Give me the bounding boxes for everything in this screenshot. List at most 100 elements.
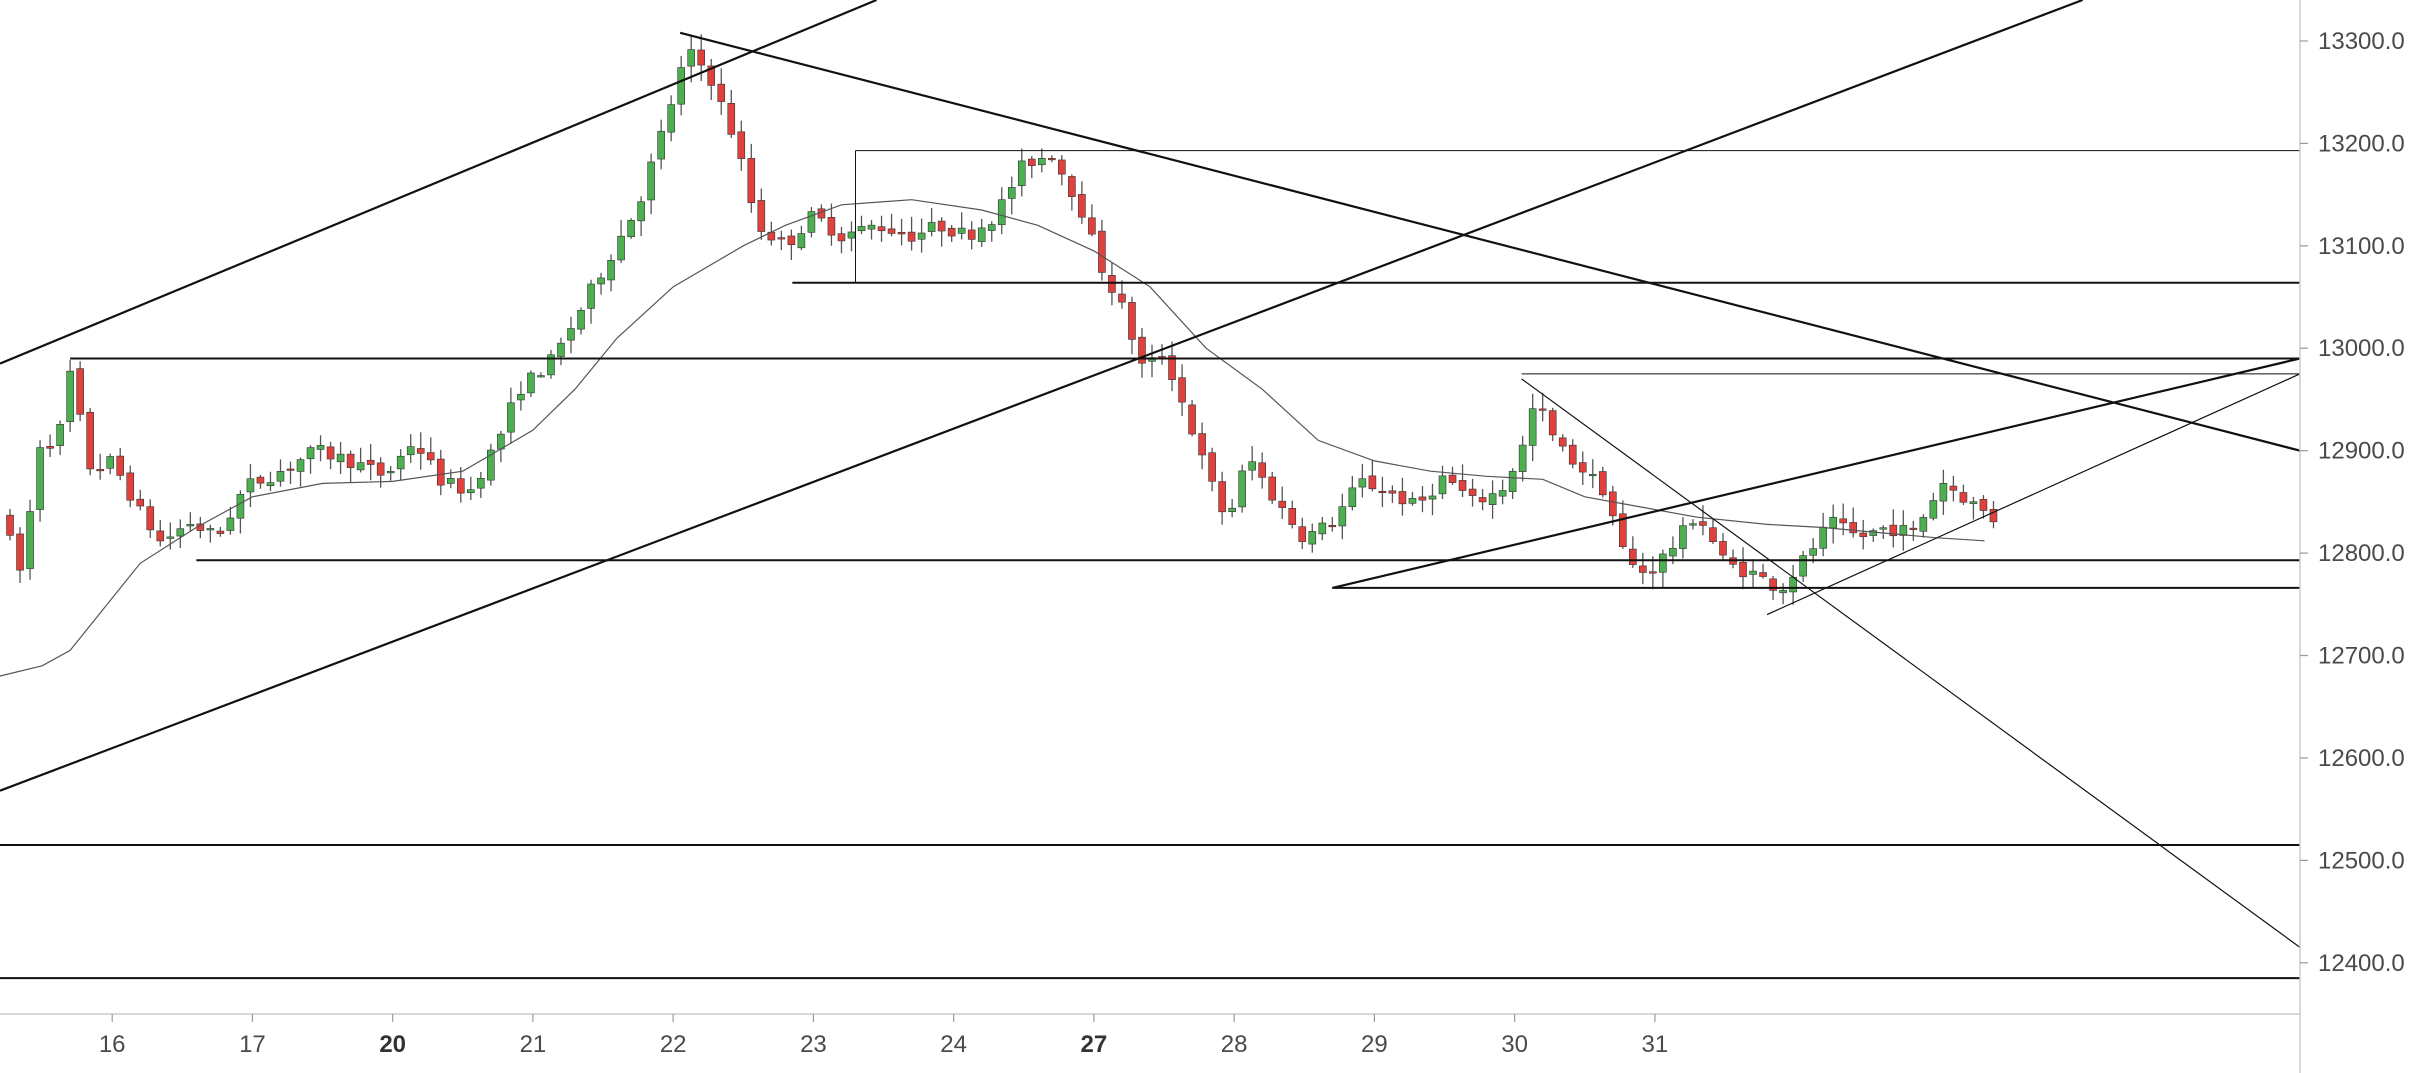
candle-body: [1358, 478, 1367, 488]
candle-body: [1268, 476, 1277, 501]
candle: [1598, 466, 1607, 498]
price-axis[interactable]: 13300.0 13200.0 13100.0 13000.0 12900.0 12800…: [2299, 0, 2405, 1073]
candle-body: [1739, 561, 1747, 578]
candles: [6, 34, 1998, 605]
candle-body: [1528, 408, 1537, 446]
candle: [687, 35, 696, 83]
candle-body: [537, 375, 545, 378]
candle-body: [1709, 527, 1717, 542]
candle-body: [156, 530, 165, 542]
candle-body: [1779, 590, 1787, 594]
candle: [1007, 176, 1016, 215]
candle-body: [1508, 470, 1517, 492]
candle-body: [416, 448, 425, 454]
trend-line[interactable]: [0, 0, 877, 365]
trend-line[interactable]: [1521, 378, 2300, 948]
price-tick-label: 12500.0: [2318, 847, 2405, 874]
trend-line[interactable]: [1766, 373, 2300, 616]
candle: [1208, 447, 1216, 492]
time-tick-label: 16: [99, 1031, 126, 1058]
candle: [577, 307, 585, 335]
candle-body: [757, 200, 766, 232]
candle-body: [1438, 475, 1447, 495]
candle-body: [787, 235, 796, 246]
candle-body: [1849, 522, 1858, 534]
candle-body: [1378, 490, 1387, 494]
candle: [537, 372, 545, 378]
price-tick-label: 13100.0: [2318, 233, 2405, 260]
candle-body: [1238, 470, 1246, 508]
candle-body: [1909, 527, 1918, 530]
candle: [1919, 514, 1928, 538]
candle-body: [517, 393, 525, 401]
trend-line[interactable]: [679, 31, 2300, 452]
candle-body: [1258, 462, 1266, 478]
candle-body: [336, 453, 345, 463]
candle-body: [1218, 481, 1226, 513]
candle: [1188, 400, 1196, 437]
candle-body: [637, 201, 645, 222]
candle: [1468, 478, 1477, 507]
candle: [617, 219, 625, 264]
candle: [76, 361, 84, 422]
candle-body: [607, 259, 615, 281]
candle: [156, 520, 165, 547]
candle: [1538, 392, 1547, 422]
candle-body: [707, 65, 716, 86]
trend-line[interactable]: [0, 0, 2084, 792]
time-axis[interactable]: 16 17 20 21 22 23 24 27 28 29 30 31: [0, 1013, 2300, 1058]
candle: [1368, 459, 1377, 492]
candle-body: [967, 229, 976, 240]
candle-body: [867, 224, 876, 230]
candle-body: [957, 227, 966, 234]
candle: [1118, 280, 1126, 309]
candle-body: [677, 67, 685, 105]
candle-body: [697, 49, 706, 66]
moving-average-line: [0, 199, 1985, 677]
candle: [467, 476, 475, 500]
candle-body: [56, 424, 64, 446]
candle-body: [847, 231, 856, 239]
candle: [226, 506, 235, 535]
candle: [597, 272, 605, 295]
candle-body: [827, 217, 836, 236]
trend-line[interactable]: [1332, 357, 2300, 589]
candle-body: [477, 478, 485, 489]
time-tick-label: 30: [1501, 1031, 1528, 1058]
candle: [1048, 155, 1056, 163]
candle-body: [1038, 157, 1046, 166]
candle: [1979, 495, 1988, 519]
candle-body: [887, 228, 896, 234]
candle-body: [1248, 461, 1256, 471]
candle: [1398, 477, 1407, 516]
candle-body: [246, 478, 255, 493]
candle-body: [126, 472, 135, 501]
candle: [316, 435, 325, 462]
candle-body: [467, 489, 475, 494]
candle: [1278, 486, 1287, 519]
candle: [36, 440, 44, 522]
candle-body: [26, 511, 34, 569]
candle: [286, 461, 295, 484]
candle-body: [376, 462, 385, 476]
candle-body: [1348, 487, 1357, 507]
candle-body: [1338, 506, 1347, 527]
candle: [1258, 452, 1266, 489]
candle: [1619, 500, 1627, 549]
candle-body: [266, 482, 275, 487]
candle: [927, 208, 936, 237]
candle: [336, 442, 345, 475]
candle-body: [527, 372, 535, 394]
candle-body: [1869, 530, 1878, 536]
candle: [1358, 463, 1367, 498]
candle: [1027, 156, 1036, 179]
candle-body: [1558, 437, 1567, 447]
candle: [56, 420, 64, 456]
candle-body: [1478, 497, 1487, 503]
candle: [1518, 435, 1527, 482]
candle-body: [1208, 452, 1216, 482]
plot-area[interactable]: [0, 0, 2300, 980]
candle: [837, 226, 846, 254]
candle: [477, 471, 485, 498]
